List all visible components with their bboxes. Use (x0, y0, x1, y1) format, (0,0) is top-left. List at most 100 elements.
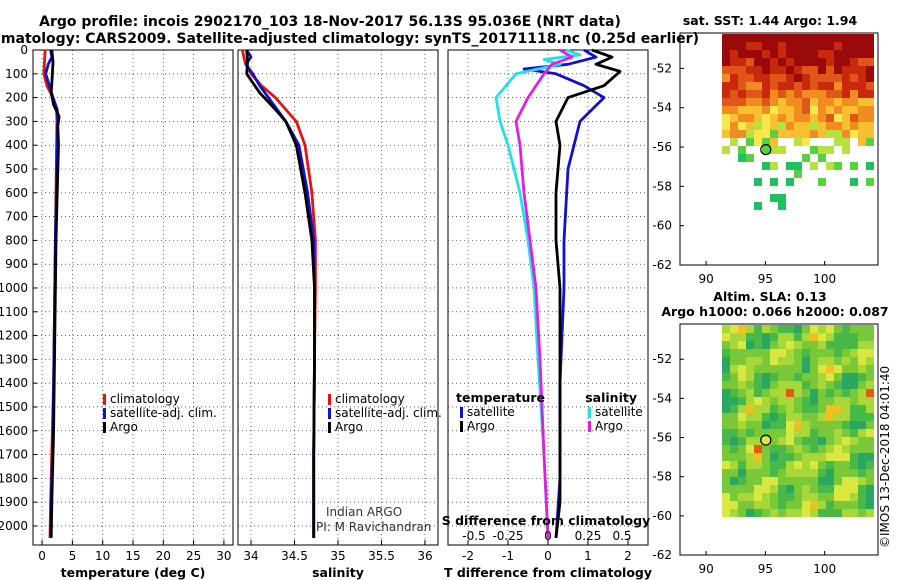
map-y-tick-label: -58 (652, 470, 672, 484)
legend-label: Argo (595, 419, 623, 433)
sst-field (722, 34, 874, 210)
x-tick-label: 15 (125, 549, 140, 563)
x-tick-label: 30 (216, 549, 231, 563)
series-climatology (240, 49, 317, 538)
x-tick-label: 35 (330, 549, 345, 563)
y-tick-label: 1900 (0, 495, 28, 509)
map-y-tick-label: -58 (652, 179, 672, 193)
map-y-tick-label: -54 (652, 391, 672, 405)
map-y-tick-label: -54 (652, 101, 672, 115)
legend-swatch (328, 422, 331, 433)
sst-title: sat. SST: 1.44 Argo: 1.94 (683, 13, 858, 28)
sst-map-panel: sat. SST: 1.44 Argo: 1.94 -52 -54 -56 -58 -60… (652, 13, 879, 286)
y-tick-label: 600 (5, 186, 28, 200)
legend-swatch (460, 407, 463, 418)
y-tick-label: 1200 (0, 329, 28, 343)
x-tick-label: -1 (502, 549, 514, 563)
legend-swatch (588, 407, 591, 418)
series-s-argo (514, 48, 574, 538)
map-y-tick-label: -56 (652, 431, 672, 445)
legend-label: satellite (467, 405, 515, 419)
x-tick-label: 36 (417, 549, 432, 563)
map-x-tick-label: 100 (813, 272, 836, 286)
map-y-tick-label: -60 (652, 219, 672, 233)
legend-label: satellite-adj. clim. (335, 406, 442, 420)
legend-swatch (103, 394, 106, 405)
x-tick-label: 0 (38, 549, 46, 563)
legend-s-title: salinity (585, 390, 637, 405)
x-tick-label: 34.5 (281, 549, 308, 563)
legend-swatch (460, 421, 463, 432)
y-tick-label: 2000 (0, 519, 28, 533)
map-x-tick-label: 95 (758, 562, 773, 576)
annotation-line-2: PI: M Ravichandran (316, 520, 431, 534)
y-tick-label: 400 (5, 138, 28, 152)
map-y-tick-label: -52 (652, 352, 672, 366)
y-tick-label: 500 (5, 162, 28, 176)
y-tick-label: 1600 (0, 424, 28, 438)
y-tick-label: 300 (5, 114, 28, 128)
credit-text: ©IMOS 13-Dec-2018 04:01:40 (878, 366, 892, 548)
map-x-tick-label: 90 (698, 272, 713, 286)
x-axis-label: temperature (deg C) (61, 565, 206, 580)
x-tick-label: 0 (544, 549, 552, 563)
legend-label: satellite-adj. clim. (110, 406, 217, 420)
temperature-panel: 0 5 10 15 20 25 300100200300400500600700800900… (0, 43, 234, 580)
sla-subtitle: Argo h1000: 0.066 h2000: 0.087 (661, 304, 888, 319)
difference-panel: -2 -1 0 1 2 T difference from climatology S di… (442, 48, 652, 580)
sla-field (722, 325, 874, 517)
series-argo (245, 49, 316, 538)
y-tick-label: 1400 (0, 376, 28, 390)
argo-position-marker (760, 434, 772, 446)
map-y-tick-label: -62 (652, 258, 672, 272)
series-argo (49, 49, 61, 538)
legend-swatch (103, 408, 106, 419)
title-line-2: Climatology: CARS2009. Satellite-adjuste… (0, 31, 699, 47)
s-tick-label: -0.25 (492, 529, 523, 543)
sla-title: Altim. SLA: 0.13 (713, 289, 826, 304)
s-tick-label: 0 (544, 529, 552, 543)
x-tick-label: -2 (462, 549, 474, 563)
legend-label: climatology (110, 392, 180, 406)
y-tick-label: 1800 (0, 471, 28, 485)
series-t-argo (554, 48, 622, 539)
y-tick-label: 0 (20, 43, 28, 57)
s-tick-label: 0.5 (612, 529, 631, 543)
x-tick-label: 1 (584, 549, 592, 563)
s-diff-label: S difference from climatology (442, 513, 651, 528)
map-x-tick-label: 95 (758, 272, 773, 286)
y-tick-label: 100 (5, 67, 28, 81)
x-tick-label: 10 (95, 549, 110, 563)
map-x-tick-label: 100 (813, 562, 836, 576)
salinity-panel: 34 34.5 35 35.5 36 salinity climatologysatelli… (237, 49, 442, 580)
x-tick-label: 25 (186, 549, 201, 563)
y-tick-label: 1700 (0, 448, 28, 462)
x-tick-label: 2 (624, 549, 632, 563)
legend-label: Argo (110, 420, 138, 434)
y-tick-label: 1300 (0, 352, 28, 366)
x-tick-label: 34 (243, 549, 258, 563)
map-x-tick-label: 90 (698, 562, 713, 576)
map-y-tick-label: -62 (652, 548, 672, 562)
map-y-tick-label: -60 (652, 509, 672, 523)
map-y-tick-label: -52 (652, 61, 672, 75)
y-tick-label: 200 (5, 91, 28, 105)
y-tick-label: 700 (5, 210, 28, 224)
legend-label: Argo (335, 420, 363, 434)
x-tick-label: 5 (69, 549, 77, 563)
legend-label: satellite (595, 405, 643, 419)
argo-position-marker (760, 143, 772, 156)
map-frame (679, 323, 879, 556)
series-satellite-adj-clim- (244, 49, 316, 538)
series-s-satellite (494, 48, 582, 538)
s-tick-label: 0.25 (575, 529, 602, 543)
y-tick-label: 1100 (0, 305, 28, 319)
y-tick-label: 900 (5, 257, 28, 271)
x-axis-label: salinity (312, 565, 364, 580)
legend-swatch (588, 421, 591, 432)
x-tick-label: 20 (156, 549, 171, 563)
x-tick-label: 35.5 (368, 549, 395, 563)
y-tick-label: 1000 (0, 281, 28, 295)
